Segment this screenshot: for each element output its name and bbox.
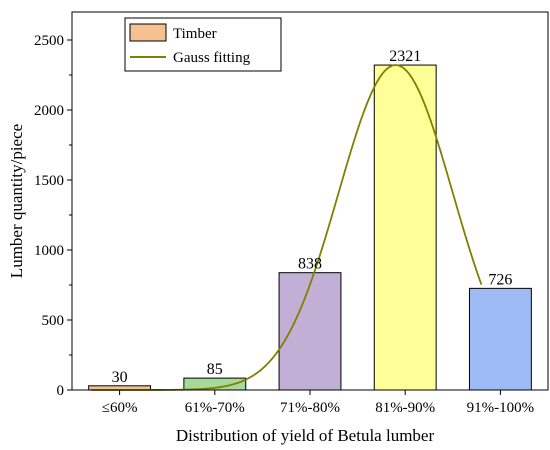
- y-tick-label: 2500: [34, 33, 64, 49]
- legend: Timber Gauss fitting: [124, 17, 282, 72]
- bar-3: [278, 272, 342, 391]
- y-tick-label: 1000: [34, 243, 64, 259]
- bar-group: [88, 64, 532, 391]
- legend-label-timber: Timber: [173, 26, 217, 42]
- x-tick-label: 91%-100%: [467, 400, 535, 416]
- legend-swatch-timber: [129, 23, 167, 42]
- legend-label-gauss: Gauss fitting: [173, 50, 251, 66]
- data-label-group: 30 85 838 2321 726: [112, 48, 513, 386]
- y-tick-label: 2000: [34, 103, 64, 119]
- data-label-1: 30: [112, 369, 128, 386]
- x-tick-label: 71%-80%: [280, 400, 340, 416]
- y-axis-ticks: 0 500 1000 1500 2000 2500: [34, 33, 72, 399]
- y-tick-label: 1500: [34, 173, 64, 189]
- y-tick-label: 0: [57, 383, 65, 399]
- data-label-3: 838: [298, 256, 322, 273]
- y-axis-title: Lumber quantity/piece: [7, 124, 26, 278]
- data-label-5: 726: [488, 271, 512, 288]
- x-tick-label: ≤60%: [102, 400, 138, 416]
- bar-5: [468, 287, 532, 391]
- bar-4: [373, 64, 437, 391]
- x-tick-label: 61%-70%: [185, 400, 245, 416]
- data-label-4: 2321: [389, 48, 421, 65]
- y-tick-label: 500: [42, 313, 65, 329]
- x-axis-title: Distribution of yield of Betula lumber: [176, 426, 435, 445]
- x-axis-ticks: ≤60% 61%-70% 71%-80% 81%-90% 91%-100%: [102, 390, 534, 416]
- x-tick-label: 81%-90%: [375, 400, 435, 416]
- data-label-2: 85: [207, 361, 223, 378]
